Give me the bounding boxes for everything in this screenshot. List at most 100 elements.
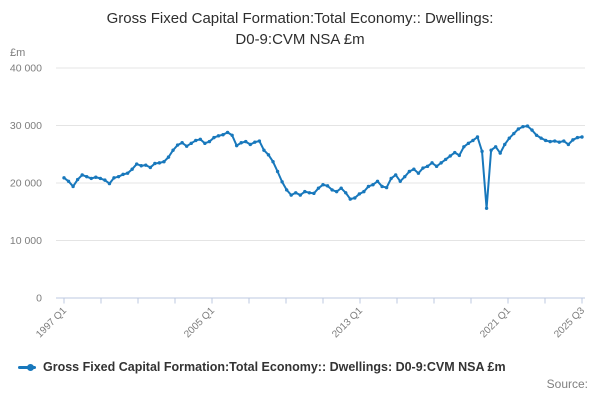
data-point[interactable] [480,149,484,154]
data-point[interactable] [407,169,412,174]
data-point[interactable] [298,193,302,197]
data-point[interactable] [534,133,539,137]
data-point[interactable] [321,183,325,187]
data-point[interactable] [384,185,389,190]
data-point[interactable] [457,153,462,158]
data-point[interactable] [316,186,321,190]
data-point[interactable] [530,128,534,132]
data-point[interactable] [153,161,157,166]
data-point[interactable] [498,151,502,155]
data-point[interactable] [548,139,552,144]
data-point[interactable] [448,154,452,158]
data-point[interactable] [121,172,125,177]
data-point[interactable] [412,167,416,171]
data-point[interactable] [253,140,257,144]
data-point[interactable] [289,193,293,197]
data-point[interactable] [344,191,348,195]
data-point[interactable] [284,188,289,192]
data-point[interactable] [453,150,457,155]
data-point[interactable] [203,141,207,146]
data-point[interactable] [394,173,398,177]
data-point[interactable] [189,141,193,146]
data-point[interactable] [389,176,393,181]
data-point[interactable] [371,183,375,187]
data-point[interactable] [375,179,380,183]
data-point[interactable] [157,161,162,165]
data-point[interactable] [512,131,516,136]
data-point[interactable] [194,138,198,143]
data-point[interactable] [348,197,352,201]
data-point[interactable] [80,173,84,177]
data-point[interactable] [307,191,312,195]
data-point[interactable] [257,139,262,143]
data-point[interactable] [325,184,330,188]
data-point[interactable] [434,164,439,169]
data-point[interactable] [521,124,525,129]
data-point[interactable] [198,137,203,141]
data-point[interactable] [216,134,221,138]
data-point[interactable] [262,148,266,152]
data-point[interactable] [180,141,184,145]
data-point[interactable] [116,174,121,179]
data-point[interactable] [89,176,93,181]
data-point[interactable] [207,139,212,144]
data-point[interactable] [248,142,252,147]
data-point[interactable] [135,162,139,166]
data-point[interactable] [312,191,316,196]
data-point[interactable] [175,143,180,147]
data-point[interactable] [403,174,407,179]
data-point[interactable] [430,161,434,165]
data-point[interactable] [421,166,425,170]
data-point[interactable] [475,135,480,139]
data-point[interactable] [184,144,189,148]
data-point[interactable] [557,140,561,144]
data-point[interactable] [539,136,543,140]
chart-plot-area[interactable]: 0 10 000 20 000 30 000 40 000 1997 Q1 2005 Q1 2… [0,0,600,345]
data-point[interactable] [103,178,107,182]
data-point[interactable] [66,179,71,183]
data-point[interactable] [275,169,280,174]
data-point[interactable] [339,186,343,190]
data-point[interactable] [71,184,75,189]
data-point[interactable] [280,180,284,184]
data-point[interactable] [489,148,493,152]
data-point[interactable] [112,176,116,180]
data-point[interactable] [271,160,275,164]
data-point[interactable] [398,179,402,183]
data-point[interactable] [543,138,548,143]
data-point[interactable] [357,192,362,196]
data-point[interactable] [425,164,430,169]
data-point[interactable] [239,141,243,145]
data-point[interactable] [571,138,575,142]
data-point[interactable] [466,141,471,146]
data-point[interactable] [443,157,448,162]
data-point[interactable] [334,189,339,194]
data-point[interactable] [471,138,475,143]
data-point[interactable] [525,124,530,128]
data-point[interactable] [439,161,443,165]
data-point[interactable] [516,127,521,131]
data-point[interactable] [553,139,557,143]
data-point[interactable] [139,164,143,168]
data-point[interactable] [166,155,171,159]
data-point[interactable] [503,142,507,147]
data-point[interactable] [171,148,175,152]
data-point[interactable] [225,130,230,135]
data-point[interactable] [144,163,148,167]
data-point[interactable] [507,136,511,140]
data-point[interactable] [380,184,384,189]
data-point[interactable] [330,188,334,192]
data-point[interactable] [212,135,216,140]
data-point[interactable] [107,181,112,186]
data-point[interactable] [294,191,298,195]
data-point[interactable] [366,184,371,189]
data-point[interactable] [85,174,89,179]
data-point[interactable] [230,133,234,137]
data-point[interactable] [162,160,166,164]
data-point[interactable] [362,189,366,194]
data-point[interactable] [125,171,130,175]
data-point[interactable] [221,133,225,137]
data-point[interactable] [148,165,153,170]
data-point[interactable] [493,145,498,149]
data-point[interactable] [462,145,466,149]
